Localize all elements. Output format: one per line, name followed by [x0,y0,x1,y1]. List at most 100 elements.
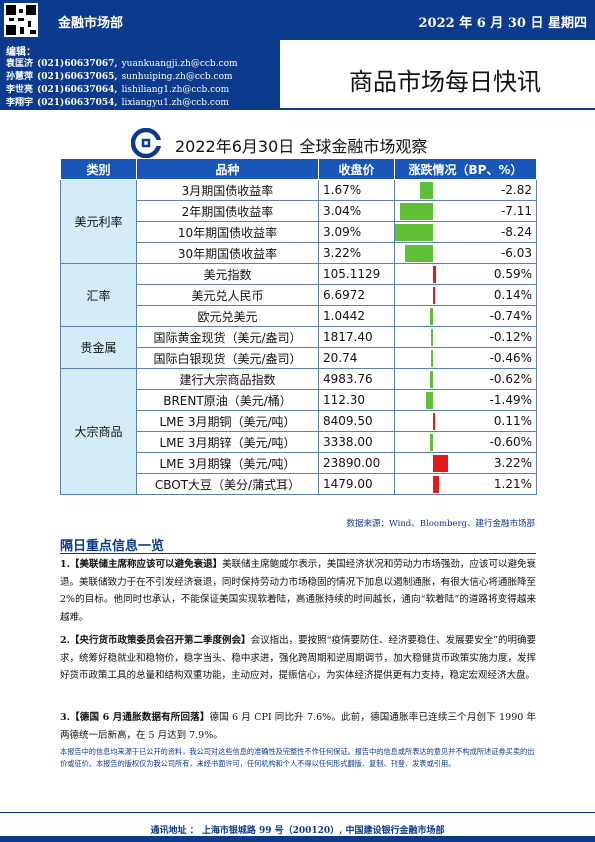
qr-code-icon [4,3,38,37]
change-value: -0.46% [489,351,532,365]
change-bar [433,455,448,472]
change-value: -6.03 [500,246,532,260]
table-row: LME 3月期铜（美元/吨） 8409.50 0.11% [61,410,537,432]
close-price-cell: 8409.50 [318,410,395,432]
change-value: -8.24 [500,225,532,239]
change-bar [419,182,433,199]
editor-row: 袁匡济 (021)60637067, yuankuangji.zh@ccb.com [6,56,238,69]
close-price-cell: 112.30 [318,389,395,411]
editor-name: 袁匡济 [6,59,34,69]
category-cell: 贵金属 [60,326,137,369]
report-date: 2022 年 6 月 30 日 星期四 [418,16,587,31]
item-cell: 欧元兑美元 [136,305,319,327]
change-cell: -0.74% [394,305,537,327]
change-bar [400,203,433,220]
change-value: -2.82 [500,183,532,197]
change-value: 0.14% [493,288,532,302]
news-body: 会议指出，要按照“疫情要防住、经济要稳住、发展要安全”的明确要求，统筹好稳就业和… [60,635,536,681]
footer-address: 通讯地址 ： 上海市银城路 99 号（200120）, 中国建设银行金融市场部 [150,826,445,836]
item-cell: 国际黄金现货（美元/盎司） [136,326,319,348]
table-row: CBOT大豆（美分/蒲式耳） 1479.00 1.21% [61,473,537,495]
close-price-cell: 3.22% [318,242,395,264]
change-cell: 1.21% [394,473,537,495]
item-cell: LME 3月期镍（美元/吨） [136,452,319,474]
close-price-cell: 105.1129 [318,263,395,285]
change-value: -7.11 [500,204,532,218]
news-item: 3.【德国 6 月通胀数据有所回落】德国 6 月 CPI 同比升 7.6%。此前… [60,709,536,744]
close-price-cell: 1479.00 [318,473,395,495]
report-title: 商品市场每日快讯 [349,68,541,96]
table-row: 2年期国债收益率 3.04% -7.11 [61,200,537,222]
change-value: -0.74% [489,309,532,323]
change-value: -0.60% [489,435,532,449]
change-value: 3.22% [493,456,532,470]
change-cell: -0.60% [394,431,537,453]
change-bar [430,350,433,367]
editor-phone: (021)60637067, [37,59,118,69]
editor-row: 李翔宇 (021)60637054, lixiangyu1.zh@ccb.com [6,95,229,108]
change-bar [405,245,433,262]
item-cell: 2年期国债收益率 [136,200,319,222]
editor-name: 李翔宇 [6,98,34,108]
change-bar [426,392,433,409]
item-cell: 建行大宗商品指数 [136,368,319,390]
change-cell: -0.46% [394,347,537,369]
change-bar [430,371,433,388]
editor-email[interactable]: sunhuiping.zh@ccb.com [121,72,233,82]
editor-phone: (021)60637054, [37,98,118,108]
editor-email[interactable]: lishiliang1.zh@ccb.com [121,85,230,95]
news-body: 德国 6 月 CPI 同比升 7.6%。此前，德国通胀率已连续三个月创下 199… [60,712,536,741]
item-cell: 国际白银现货（美元/盎司） [136,347,319,369]
table-row: 30年期国债收益率 3.22% -6.03 [61,242,537,264]
editor-name: 李世亮 [6,85,34,95]
ccb-logo-icon [131,128,161,158]
change-bar [430,434,433,451]
close-price-cell: 3338.00 [318,431,395,453]
header-category: 类别 [60,158,137,180]
header-change: 涨跌情况（BP、%） [394,158,537,180]
footer-strip [0,836,595,842]
item-cell: 10年期国债收益率 [136,221,319,243]
table-row: LME 3月期镍（美元/吨） 23890.00 3.22% [61,452,537,474]
change-value: 0.59% [493,267,532,281]
change-bar [395,224,433,241]
item-cell: CBOT大豆（美分/蒲式耳） [136,473,319,495]
news-number: 2. [60,635,70,646]
news-title: 【德国 6 月通胀数据有所回落】 [69,712,210,723]
editor-row: 孙慧萍 (021)60637065, sunhuiping.zh@ccb.com [6,69,233,82]
item-cell: LME 3月期铜（美元/吨） [136,410,319,432]
change-value: -1.49% [489,393,532,407]
item-cell: BRENT原油（美元/桶） [136,389,319,411]
change-bar [433,287,435,304]
change-cell: 0.14% [394,284,537,306]
editor-email[interactable]: yuankuangji.zh@ccb.com [121,59,238,69]
item-cell: 美元兑人民币 [136,284,319,306]
editor-name: 孙慧萍 [6,72,34,82]
editor-email[interactable]: lixiangyu1.zh@ccb.com [121,98,229,108]
close-price-cell: 3.09% [318,221,395,243]
item-cell: 美元指数 [136,263,319,285]
news-number: 1. [60,559,70,570]
news-divider [60,553,536,554]
close-price-cell: 6.6972 [318,284,395,306]
data-source-note: 数据来源：Wind、Bloomberg、建行金融市场部 [346,519,535,529]
news-heading: 隔日重点信息一览 [60,539,165,554]
news-body: 美联储主席鲍威尔表示，美国经济状况和劳动力市场强劲，应该可以避免衰退。美联储致力… [60,559,536,623]
header-item: 品种 [136,158,319,180]
close-price-cell: 1.0442 [318,305,395,327]
change-cell: -0.12% [394,326,537,348]
change-cell: -1.49% [394,389,537,411]
change-cell: -8.24 [394,221,537,243]
editor-row: 李世亮 (021)60637064, lishiliang1.zh@ccb.com [6,82,229,95]
change-bar [429,308,433,325]
disclaimer: 本报告中的信息均来源于已公开的资料，我公司对这些信息的准确性及完整性不作任何保证… [60,747,535,768]
table-row: 欧元兑美元 1.0442 -0.74% [61,305,537,327]
editor-label: 编辑： [6,47,36,58]
category-cell: 大宗商品 [60,368,137,495]
news-title: 【央行货币政策委员会召开第二季度例会】 [69,635,251,646]
header-close: 收盘价 [318,158,395,180]
table-row: 贵金属 国际黄金现货（美元/盎司） 1817.40 -0.12% [60,326,537,369]
editor-box: 编辑： 袁匡济 (021)60637067, yuankuangji.zh@ccb.… [0,40,280,110]
change-cell: -0.62% [394,368,537,390]
category-cell: 汇率 [60,263,137,327]
